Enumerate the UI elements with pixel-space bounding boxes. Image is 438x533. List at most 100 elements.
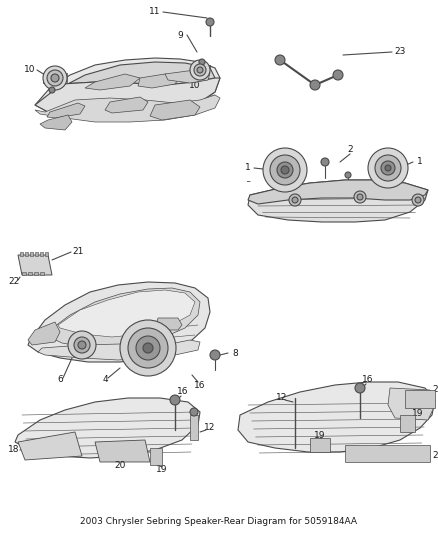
Circle shape [74,337,90,353]
Circle shape [321,158,329,166]
Text: 1: 1 [245,164,251,173]
Text: 11: 11 [149,7,161,17]
Circle shape [354,191,366,203]
Polygon shape [15,398,200,458]
Circle shape [275,55,285,65]
Circle shape [120,320,176,376]
Circle shape [368,148,408,188]
Circle shape [136,336,160,360]
Circle shape [385,165,391,171]
Bar [20,252,23,256]
Polygon shape [95,440,150,462]
Circle shape [194,64,206,76]
Polygon shape [238,382,435,452]
Polygon shape [38,340,200,360]
Polygon shape [28,282,210,362]
Circle shape [128,328,168,368]
Polygon shape [345,445,430,462]
Circle shape [206,18,214,26]
Text: 6: 6 [57,376,63,384]
Polygon shape [150,448,162,465]
Circle shape [412,194,424,206]
Polygon shape [405,390,435,408]
Text: 16: 16 [362,376,374,384]
Text: 22: 22 [8,278,20,287]
Text: 9: 9 [177,30,183,39]
Bar [22,272,26,275]
Bar [45,252,48,256]
Bar [28,272,32,275]
Circle shape [270,155,300,185]
Circle shape [415,197,421,203]
Text: 19: 19 [156,465,168,474]
Polygon shape [165,70,210,83]
Polygon shape [35,78,220,118]
Polygon shape [388,388,435,420]
Circle shape [345,172,351,178]
Circle shape [281,166,289,174]
Bar [30,252,33,256]
Text: ─: ─ [246,180,250,184]
Circle shape [190,60,210,80]
Text: 19: 19 [412,409,424,418]
Polygon shape [35,95,220,122]
Polygon shape [35,58,220,118]
Text: 19: 19 [314,431,326,440]
Polygon shape [18,432,82,460]
Circle shape [190,408,198,416]
Bar [25,252,28,256]
Text: 16: 16 [194,381,206,390]
Polygon shape [310,438,330,452]
Circle shape [289,194,301,206]
Circle shape [310,80,320,90]
Polygon shape [248,180,428,204]
Circle shape [333,70,343,80]
Bar [40,252,43,256]
Circle shape [199,59,205,65]
Circle shape [375,155,401,181]
Text: 16: 16 [177,387,189,397]
Text: 2003 Chrysler Sebring Speaker-Rear Diagram for 5059184AA: 2003 Chrysler Sebring Speaker-Rear Diagr… [81,518,357,527]
Polygon shape [85,74,140,90]
Polygon shape [156,318,182,330]
Text: 8: 8 [232,349,238,358]
Circle shape [49,87,55,93]
Text: 4: 4 [102,376,108,384]
Circle shape [381,161,395,175]
Circle shape [292,197,298,203]
Circle shape [68,331,96,359]
Polygon shape [40,115,72,130]
Circle shape [47,70,63,86]
Polygon shape [60,62,215,88]
Circle shape [357,194,363,200]
Polygon shape [28,322,60,345]
Polygon shape [248,180,428,222]
Circle shape [170,395,180,405]
Polygon shape [47,103,85,118]
Circle shape [143,343,153,353]
Bar [40,272,44,275]
Polygon shape [58,290,195,337]
Text: 21: 21 [72,247,84,256]
Text: 12: 12 [276,393,288,402]
Circle shape [78,341,86,349]
Bar [34,272,38,275]
Circle shape [263,148,307,192]
Text: 2: 2 [347,146,353,155]
Circle shape [197,67,203,73]
Polygon shape [150,100,200,120]
Bar [35,252,38,256]
Polygon shape [18,255,52,275]
Text: 20: 20 [114,461,126,470]
Circle shape [355,383,365,393]
Polygon shape [45,288,200,348]
Text: 10: 10 [189,80,201,90]
Polygon shape [138,74,180,88]
Polygon shape [105,97,148,113]
Text: 10: 10 [24,66,36,75]
Polygon shape [400,415,415,432]
Text: 23: 23 [394,47,406,56]
Text: 12: 12 [204,424,215,432]
Circle shape [277,162,293,178]
Polygon shape [190,415,198,440]
